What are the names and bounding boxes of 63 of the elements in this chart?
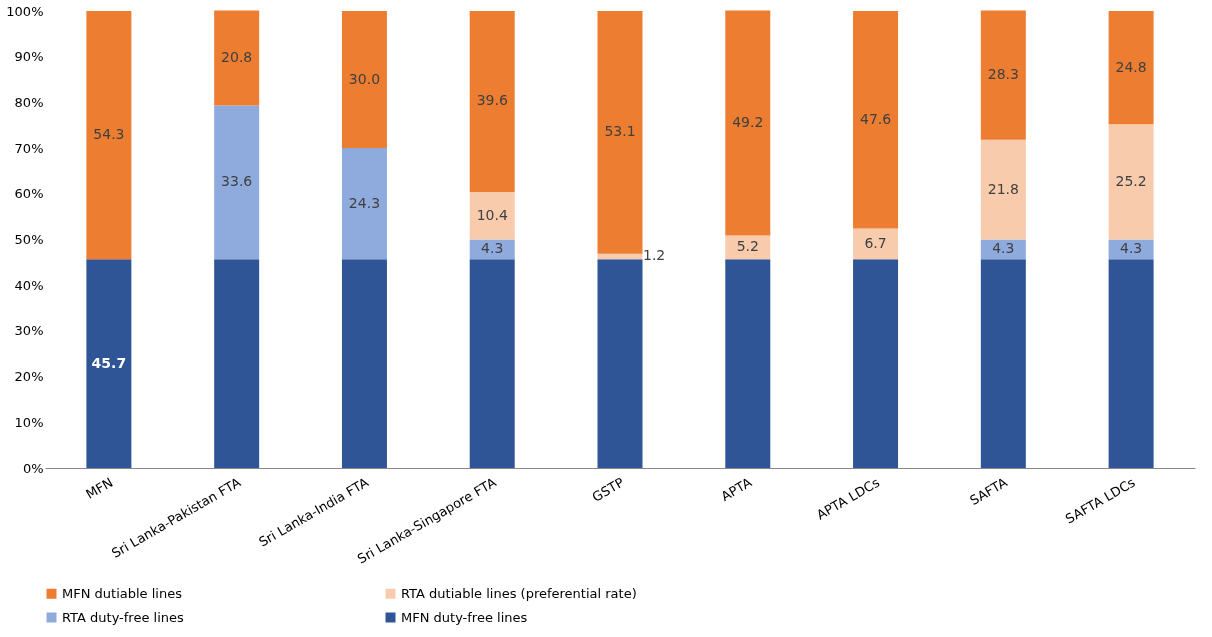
bar xyxy=(86,11,132,260)
bar xyxy=(980,10,1026,140)
bar xyxy=(725,235,771,260)
y-tick-label: 40% xyxy=(14,277,44,293)
data-label: 39.6 xyxy=(476,92,508,109)
legend-label: RTA duty-free lines xyxy=(62,609,185,625)
y-tick-label: 80% xyxy=(14,94,44,110)
data-label: 28.3 xyxy=(987,66,1019,83)
bar xyxy=(980,259,1026,468)
y-tick-label: 50% xyxy=(14,232,44,247)
y-tick-label: 70% xyxy=(14,140,44,156)
y-tick-label: 60% xyxy=(14,186,44,202)
data-label: 5.2 xyxy=(736,238,759,255)
data-label: 30.0 xyxy=(348,70,381,87)
bar xyxy=(214,105,260,260)
data-label: 4.3 xyxy=(1119,240,1143,257)
data-label: 24.3 xyxy=(348,194,381,211)
bar xyxy=(469,259,515,468)
y-tick-label: 100% xyxy=(6,3,44,19)
y-tick-label: 10% xyxy=(14,414,44,430)
legend-label: MFN duty-free lines xyxy=(401,609,528,625)
bar xyxy=(341,148,387,260)
bar xyxy=(597,11,643,254)
y-tick-label: 0% xyxy=(22,460,44,476)
data-label: 25.2 xyxy=(1115,172,1147,189)
bar xyxy=(853,228,899,260)
data-label: 21.8 xyxy=(987,180,1019,197)
x-tick-label: MFN xyxy=(83,474,116,502)
data-label: 24.8 xyxy=(1115,58,1147,75)
bar xyxy=(341,259,387,468)
data-label: 33.6 xyxy=(221,173,253,190)
bar xyxy=(597,253,643,260)
data-label: 1.2 xyxy=(643,247,666,264)
legend-label: RTA dutiable lines (preferential rate) xyxy=(401,585,637,601)
bar xyxy=(725,259,771,468)
data-label: 4.3 xyxy=(481,240,504,257)
data-label: 6.7 xyxy=(864,234,887,251)
data-label: 47.6 xyxy=(859,110,892,127)
bar xyxy=(214,259,260,468)
bar xyxy=(86,259,132,468)
data-label: 10.4 xyxy=(476,206,508,223)
bar xyxy=(214,10,260,106)
y-tick-label: 90% xyxy=(14,49,44,65)
bar xyxy=(1108,11,1154,125)
data-label: 20.8 xyxy=(221,49,253,66)
bar xyxy=(469,191,515,240)
y-tick-label: 30% xyxy=(14,323,44,339)
bar xyxy=(980,139,1026,240)
data-label: 53.1 xyxy=(604,123,636,140)
bar xyxy=(341,11,387,149)
y-tick-label: 20% xyxy=(14,369,44,385)
data-label: 54.3 xyxy=(93,126,125,143)
bar xyxy=(853,259,899,468)
data-label: 4.3 xyxy=(992,240,1015,257)
bar xyxy=(469,11,515,192)
bar xyxy=(597,259,643,468)
bar xyxy=(1108,259,1154,468)
bar xyxy=(725,10,771,236)
legend-label: MFN dutiable lines xyxy=(62,585,183,601)
data-label: 49.2 xyxy=(732,113,764,130)
bar xyxy=(853,11,899,229)
bar xyxy=(1108,124,1154,240)
data-label: 45.7 xyxy=(91,354,127,371)
